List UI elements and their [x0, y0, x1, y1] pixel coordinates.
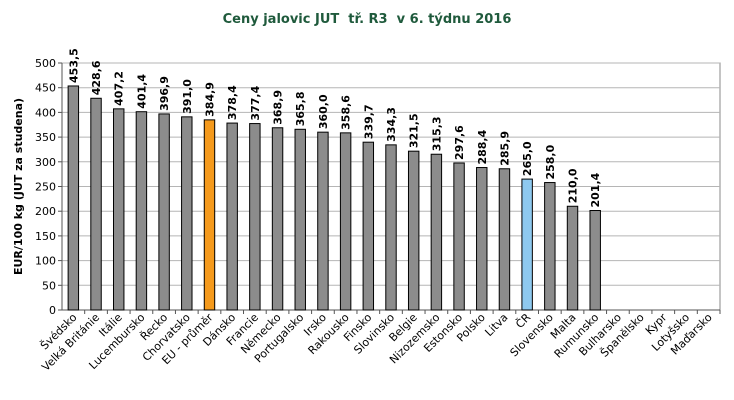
y-tick-label: 200	[35, 205, 56, 218]
bar	[90, 97, 102, 311]
bar-value-label: 258,0	[544, 144, 557, 179]
bar-value-label: 297,6	[453, 125, 466, 160]
bar	[158, 113, 170, 311]
bar-value-label: 391,0	[181, 79, 194, 114]
bar-value-label: 396,9	[158, 76, 171, 111]
bar	[339, 132, 352, 311]
bar	[317, 131, 329, 311]
y-tick-label: 0	[49, 304, 56, 317]
bar	[589, 210, 601, 311]
bar-value-label: 428,6	[90, 60, 103, 95]
bar-value-label: 210,0	[567, 168, 580, 203]
bar-value-label: 201,4	[589, 172, 602, 207]
bar	[203, 119, 216, 311]
y-axis-label: EUR/100 kg (JUT za studena)	[12, 98, 25, 275]
bar-value-label: 358,6	[340, 95, 353, 130]
y-tick-label: 350	[35, 131, 56, 144]
bar-value-label: 288,4	[476, 129, 489, 164]
bar-value-label: 360,0	[317, 94, 330, 129]
bar-value-label: 265,0	[521, 141, 534, 176]
bar-value-label: 378,4	[226, 85, 239, 120]
bar-value-label: 384,9	[203, 82, 216, 117]
bar-value-label: 401,4	[135, 74, 148, 109]
chart-title: Ceny jalovic JUT tř. R3 v 6. týdnu 2016	[222, 12, 512, 27]
bar	[249, 123, 261, 311]
bar-value-label: 321,5	[408, 113, 421, 148]
y-tick-label: 500	[35, 57, 56, 70]
bar	[476, 167, 488, 311]
y-tick-label: 250	[35, 181, 56, 194]
bar	[544, 182, 556, 311]
bar-value-label: 368,9	[272, 90, 285, 125]
bar	[113, 108, 125, 311]
bar	[362, 141, 375, 311]
bar-value-label: 365,8	[294, 91, 307, 126]
bar	[181, 116, 193, 311]
bar-value-label: 407,2	[113, 71, 126, 106]
bar	[135, 111, 148, 311]
bar-value-label: 334,3	[385, 107, 398, 142]
y-tick-label: 300	[35, 156, 56, 169]
bar-value-label: 315,3	[430, 116, 443, 151]
y-tick-label: 50	[42, 279, 56, 292]
bar	[271, 127, 284, 311]
y-tick-label: 450	[35, 82, 56, 95]
y-tick-label: 400	[35, 106, 56, 119]
bar	[430, 153, 443, 311]
y-tick-label: 100	[35, 255, 56, 268]
bar-value-label: 453,5	[67, 48, 80, 83]
bar	[407, 150, 420, 311]
bar	[385, 144, 397, 311]
category-label: Litva	[482, 311, 510, 339]
bar	[453, 162, 465, 311]
bar	[498, 168, 511, 311]
bar	[521, 178, 533, 311]
bar	[566, 205, 579, 311]
bar-value-label: 377,4	[249, 85, 262, 120]
y-tick-label: 150	[35, 230, 56, 243]
bar	[294, 128, 306, 311]
bar-value-label: 339,7	[362, 104, 375, 139]
bar-value-label: 285,9	[498, 131, 511, 166]
bar	[67, 85, 80, 311]
bar	[226, 122, 238, 311]
category-label: Slovensko	[508, 311, 557, 360]
